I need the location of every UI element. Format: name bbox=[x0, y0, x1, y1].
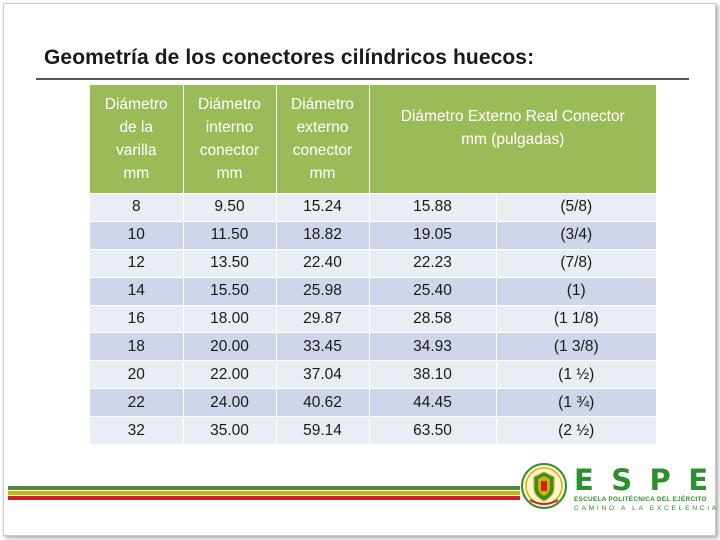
table-row: 10 11.50 18.82 19.05 (3/4) bbox=[90, 220, 656, 250]
table-row: 8 9.50 15.24 15.88 (5/8) bbox=[90, 193, 656, 222]
header-rod-diameter: Diámetro de la varilla mm bbox=[90, 85, 184, 194]
cell-rod-diameter: 10 bbox=[90, 220, 184, 250]
cell-real-outer-inches: (7/8) bbox=[496, 248, 656, 278]
cell-real-outer-inches: (1) bbox=[496, 276, 656, 306]
cell-outer-diameter: 25.98 bbox=[276, 276, 370, 306]
cell-outer-diameter: 33.45 bbox=[276, 332, 370, 361]
cell-outer-diameter: 59.14 bbox=[276, 416, 370, 445]
yellow-stripe bbox=[8, 491, 520, 495]
table-row: 20 22.00 37.04 38.10 (1 ½) bbox=[90, 360, 656, 389]
cell-real-outer-mm: 22.23 bbox=[369, 248, 497, 278]
cell-real-outer-mm: 63.50 bbox=[369, 416, 497, 445]
connector-table: Diámetro de la varilla mm Diámetro inter… bbox=[90, 85, 656, 445]
cell-real-outer-mm: 25.40 bbox=[369, 276, 497, 306]
cell-outer-diameter: 22.40 bbox=[276, 248, 370, 278]
red-stripe bbox=[8, 496, 520, 500]
cell-rod-diameter: 14 bbox=[90, 276, 184, 306]
cell-real-outer-mm: 15.88 bbox=[369, 193, 497, 222]
cell-rod-diameter: 16 bbox=[90, 304, 184, 333]
cell-rod-diameter: 32 bbox=[90, 416, 184, 445]
cell-inner-diameter: 13.50 bbox=[183, 248, 277, 278]
cell-real-outer-inches: (1 3/8) bbox=[496, 332, 656, 361]
brand-letters: E S P E bbox=[574, 463, 708, 497]
cell-real-outer-inches: (1 1/8) bbox=[496, 304, 656, 333]
cell-real-outer-mm: 44.45 bbox=[369, 388, 497, 417]
espe-logo: E S P E ESCUELA POLITÉCNICA DEL EJÉRCITO… bbox=[574, 463, 719, 516]
cell-real-outer-inches: (1 ½) bbox=[496, 360, 656, 389]
table-row: 18 20.00 33.45 34.93 (1 3/8) bbox=[90, 332, 656, 361]
table-body: 8 9.50 15.24 15.88 (5/8) 10 11.50 18.82 19.05 (3/… bbox=[90, 193, 656, 445]
title-underline bbox=[36, 78, 689, 80]
cell-rod-diameter: 22 bbox=[90, 388, 184, 417]
cell-real-outer-mm: 19.05 bbox=[369, 220, 497, 250]
cell-real-outer-inches: (1 ¾) bbox=[496, 388, 656, 417]
cell-outer-diameter: 15.24 bbox=[276, 193, 370, 222]
cell-real-outer-mm: 34.93 bbox=[369, 332, 497, 361]
table-row: 14 15.50 25.98 25.40 (1) bbox=[90, 276, 656, 306]
cell-outer-diameter: 18.82 bbox=[276, 220, 370, 250]
green-stripe bbox=[8, 486, 520, 490]
cell-inner-diameter: 9.50 bbox=[183, 193, 277, 222]
table-row: 16 18.00 29.87 28.58 (1 1/8) bbox=[90, 304, 656, 333]
cell-rod-diameter: 8 bbox=[90, 193, 184, 222]
cell-rod-diameter: 12 bbox=[90, 248, 184, 278]
cell-outer-diameter: 37.04 bbox=[276, 360, 370, 389]
cell-rod-diameter: 18 bbox=[90, 332, 184, 361]
cell-inner-diameter: 35.00 bbox=[183, 416, 277, 445]
cell-outer-diameter: 29.87 bbox=[276, 304, 370, 333]
flag-stripes bbox=[8, 486, 520, 500]
brand-motto: CAMINO A LA EXCELENCIA bbox=[574, 505, 719, 512]
cell-inner-diameter: 18.00 bbox=[183, 304, 277, 333]
header-inner-diameter: Diámetro interno conector mm bbox=[183, 85, 277, 194]
cell-real-outer-mm: 38.10 bbox=[369, 360, 497, 389]
cell-inner-diameter: 20.00 bbox=[183, 332, 277, 361]
cell-real-outer-inches: (2 ½) bbox=[496, 416, 656, 445]
cell-inner-diameter: 22.00 bbox=[183, 360, 277, 389]
cell-real-outer-inches: (5/8) bbox=[496, 193, 656, 222]
table-row: 22 24.00 40.62 44.45 (1 ¾) bbox=[90, 388, 656, 417]
slide-title: Geometría de los conectores cilíndricos … bbox=[44, 46, 535, 69]
cell-real-outer-inches: (3/4) bbox=[496, 220, 656, 250]
table-row: 12 13.50 22.40 22.23 (7/8) bbox=[90, 248, 656, 278]
cell-real-outer-mm: 28.58 bbox=[369, 304, 497, 333]
cell-rod-diameter: 20 bbox=[90, 360, 184, 389]
table-row: 32 35.00 59.14 63.50 (2 ½) bbox=[90, 416, 656, 445]
cell-inner-diameter: 11.50 bbox=[183, 220, 277, 250]
cell-outer-diameter: 40.62 bbox=[276, 388, 370, 417]
brand-institution-name: ESCUELA POLITÉCNICA DEL EJÉRCITO bbox=[574, 496, 707, 503]
cell-inner-diameter: 24.00 bbox=[183, 388, 277, 417]
table-header-row: Diámetro de la varilla mm Diámetro inter… bbox=[90, 85, 656, 194]
header-outer-diameter: Diámetro externo conector mm bbox=[276, 85, 370, 194]
header-real-outer-diameter: Diámetro Externo Real Conector mm (pulga… bbox=[369, 85, 656, 194]
espe-crest-icon bbox=[520, 462, 568, 512]
cell-inner-diameter: 15.50 bbox=[183, 276, 277, 306]
